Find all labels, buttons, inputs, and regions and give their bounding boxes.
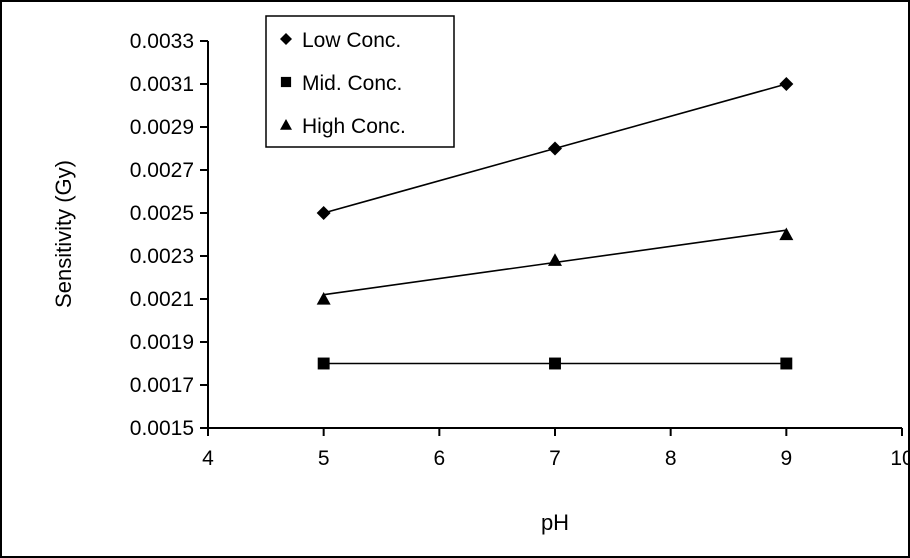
- x-tick-label: 7: [549, 447, 561, 470]
- y-axis-title: Sensitivity (Gy): [51, 160, 76, 308]
- axes: 0.0015 0.0017 0.0019 0.0021 0.0023 0.0025 0.00…: [130, 30, 910, 470]
- data-points: [316, 77, 794, 370]
- x-tick-label: 9: [780, 447, 792, 470]
- y-tick-label: 0.0029: [130, 116, 194, 139]
- triangle-point: [548, 253, 562, 266]
- legend-label: Mid. Conc.: [302, 72, 402, 95]
- x-tick-label: 5: [318, 447, 330, 470]
- y-tick-label: 0.0031: [130, 73, 194, 96]
- y-tick-label: 0.0033: [130, 30, 194, 53]
- y-tick-label: 0.0027: [130, 159, 194, 182]
- triangle-point: [316, 292, 331, 305]
- legend: Low Conc. Mid. Conc. High Conc.: [265, 15, 455, 148]
- x-axis-title: pH: [541, 510, 569, 535]
- y-tick-label: 0.0017: [130, 374, 194, 397]
- x-tick-label: 10: [890, 447, 910, 470]
- square-point: [780, 357, 793, 370]
- legend-box: [265, 15, 455, 148]
- diamond-point: [548, 141, 562, 156]
- legend-label: Low Conc.: [302, 29, 401, 52]
- square-point: [549, 357, 561, 370]
- y-tick-label: 0.0021: [130, 288, 194, 311]
- y-tick-label: 0.0023: [130, 245, 194, 268]
- x-tick-label: 8: [665, 447, 677, 470]
- legend-square-icon: [280, 76, 292, 88]
- y-tick-label: 0.0025: [130, 202, 194, 225]
- legend-label: High Conc.: [302, 115, 406, 138]
- y-tick-label: 0.0015: [130, 417, 194, 440]
- x-tick-label: 4: [202, 447, 214, 470]
- square-point: [317, 357, 330, 370]
- x-tick-label: 6: [433, 447, 445, 470]
- legend-triangle-icon: [280, 119, 292, 130]
- diamond-point: [316, 206, 331, 220]
- diamond-point: [779, 77, 794, 91]
- y-tick-label: 0.0019: [130, 331, 194, 354]
- triangle-point: [779, 227, 794, 241]
- legend-diamond-icon: [280, 33, 292, 45]
